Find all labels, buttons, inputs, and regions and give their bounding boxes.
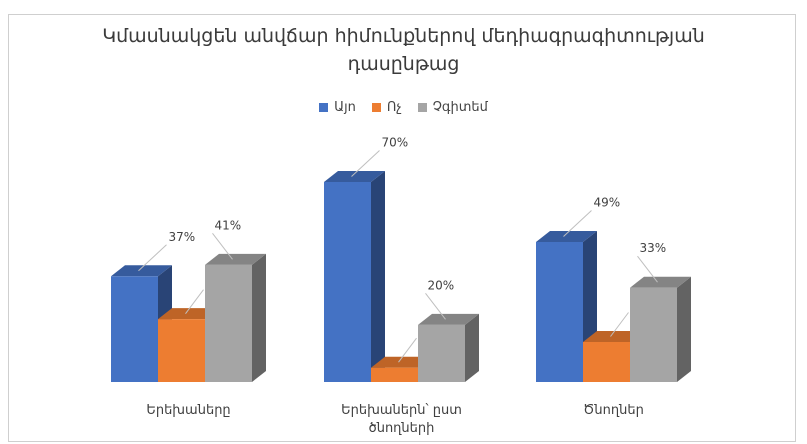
chart-legend: Այո Ոչ Չգիտեմ: [0, 100, 807, 115]
leader-line-no-1: [398, 337, 417, 363]
bar-top-dontknow-0: [205, 253, 266, 265]
bar-yes-1: [324, 182, 371, 382]
bar-top-yes-2: [536, 231, 597, 242]
bar-top-no-0: [158, 308, 219, 320]
bar-dontknow-1: [418, 324, 465, 382]
bar-top-no-1: [371, 356, 432, 368]
category-label-1-0: Երեխաներն՝ ըստ: [341, 403, 462, 418]
bar-top-dontknow-1: [418, 313, 479, 325]
data-label-dontknow-1: 20%: [428, 278, 455, 292]
bar-dontknow-0: [205, 264, 252, 382]
chart-title: Կմասնակցեն անվճար հիմունքներով մեդիագրագ…: [0, 22, 807, 78]
data-label-yes-1: 70%: [382, 136, 409, 150]
leader-line-yes-2: [563, 210, 592, 237]
leader-line-no-2: [610, 312, 629, 337]
bar-group-0: 37%22%41%Երեխաները: [111, 218, 266, 418]
legend-swatch-yes: [319, 103, 329, 112]
data-label-yes-2: 49%: [594, 196, 621, 210]
category-label-2-0: Ծնողներ: [583, 403, 644, 418]
leader-line-dontknow-0: [212, 233, 233, 260]
leader-line-dontknow-1: [425, 293, 446, 320]
legend-item-yes: Այո: [319, 100, 356, 115]
leader-line-yes-1: [351, 150, 380, 177]
bar-top-yes-1: [324, 171, 385, 182]
bar-yes-2: [536, 242, 583, 382]
legend-label-no: Ոչ: [386, 100, 402, 115]
bar-no-2: [583, 342, 630, 382]
category-label-0-0: Երեխաները: [146, 403, 230, 418]
data-label-dontknow-0: 41%: [215, 218, 242, 232]
bar-side-dontknow-1: [465, 313, 479, 382]
bar-yes-0: [111, 276, 158, 382]
data-label-yes-0: 37%: [169, 230, 196, 244]
legend-label-dontknow: Չգիտեմ: [432, 100, 488, 115]
leader-line-dontknow-2: [637, 255, 658, 283]
category-label-1-1: ծնողների: [369, 421, 435, 436]
bar-side-yes-1: [371, 171, 385, 382]
leader-line-no-0: [185, 289, 204, 314]
data-label-dontknow-2: 33%: [640, 241, 667, 255]
bar-top-dontknow-2: [630, 276, 691, 288]
legend-swatch-no: [371, 103, 381, 112]
chart-title-line-2: դասընթաց: [347, 53, 460, 75]
legend-item-dontknow: Չգիտեմ: [417, 100, 488, 115]
legend-swatch-dontknow: [417, 103, 427, 112]
bar-top-yes-0: [111, 265, 172, 277]
bar-dontknow-2: [630, 287, 677, 382]
bar-no-1: [371, 367, 418, 382]
bar-side-dontknow-2: [677, 276, 691, 382]
chart-title-line-1: Կմասնակցեն անվճար հիմունքներով մեդիագրագ…: [102, 25, 705, 47]
bar-no-0: [158, 319, 205, 382]
bar-top-no-2: [583, 331, 644, 342]
legend-item-no: Ոչ: [371, 100, 402, 115]
leader-line-yes-0: [138, 244, 167, 272]
bar-side-dontknow-0: [252, 253, 266, 382]
bar-group-2: 49%14%33%Ծնողներ: [536, 196, 691, 418]
legend-label-yes: Այո: [334, 100, 356, 115]
